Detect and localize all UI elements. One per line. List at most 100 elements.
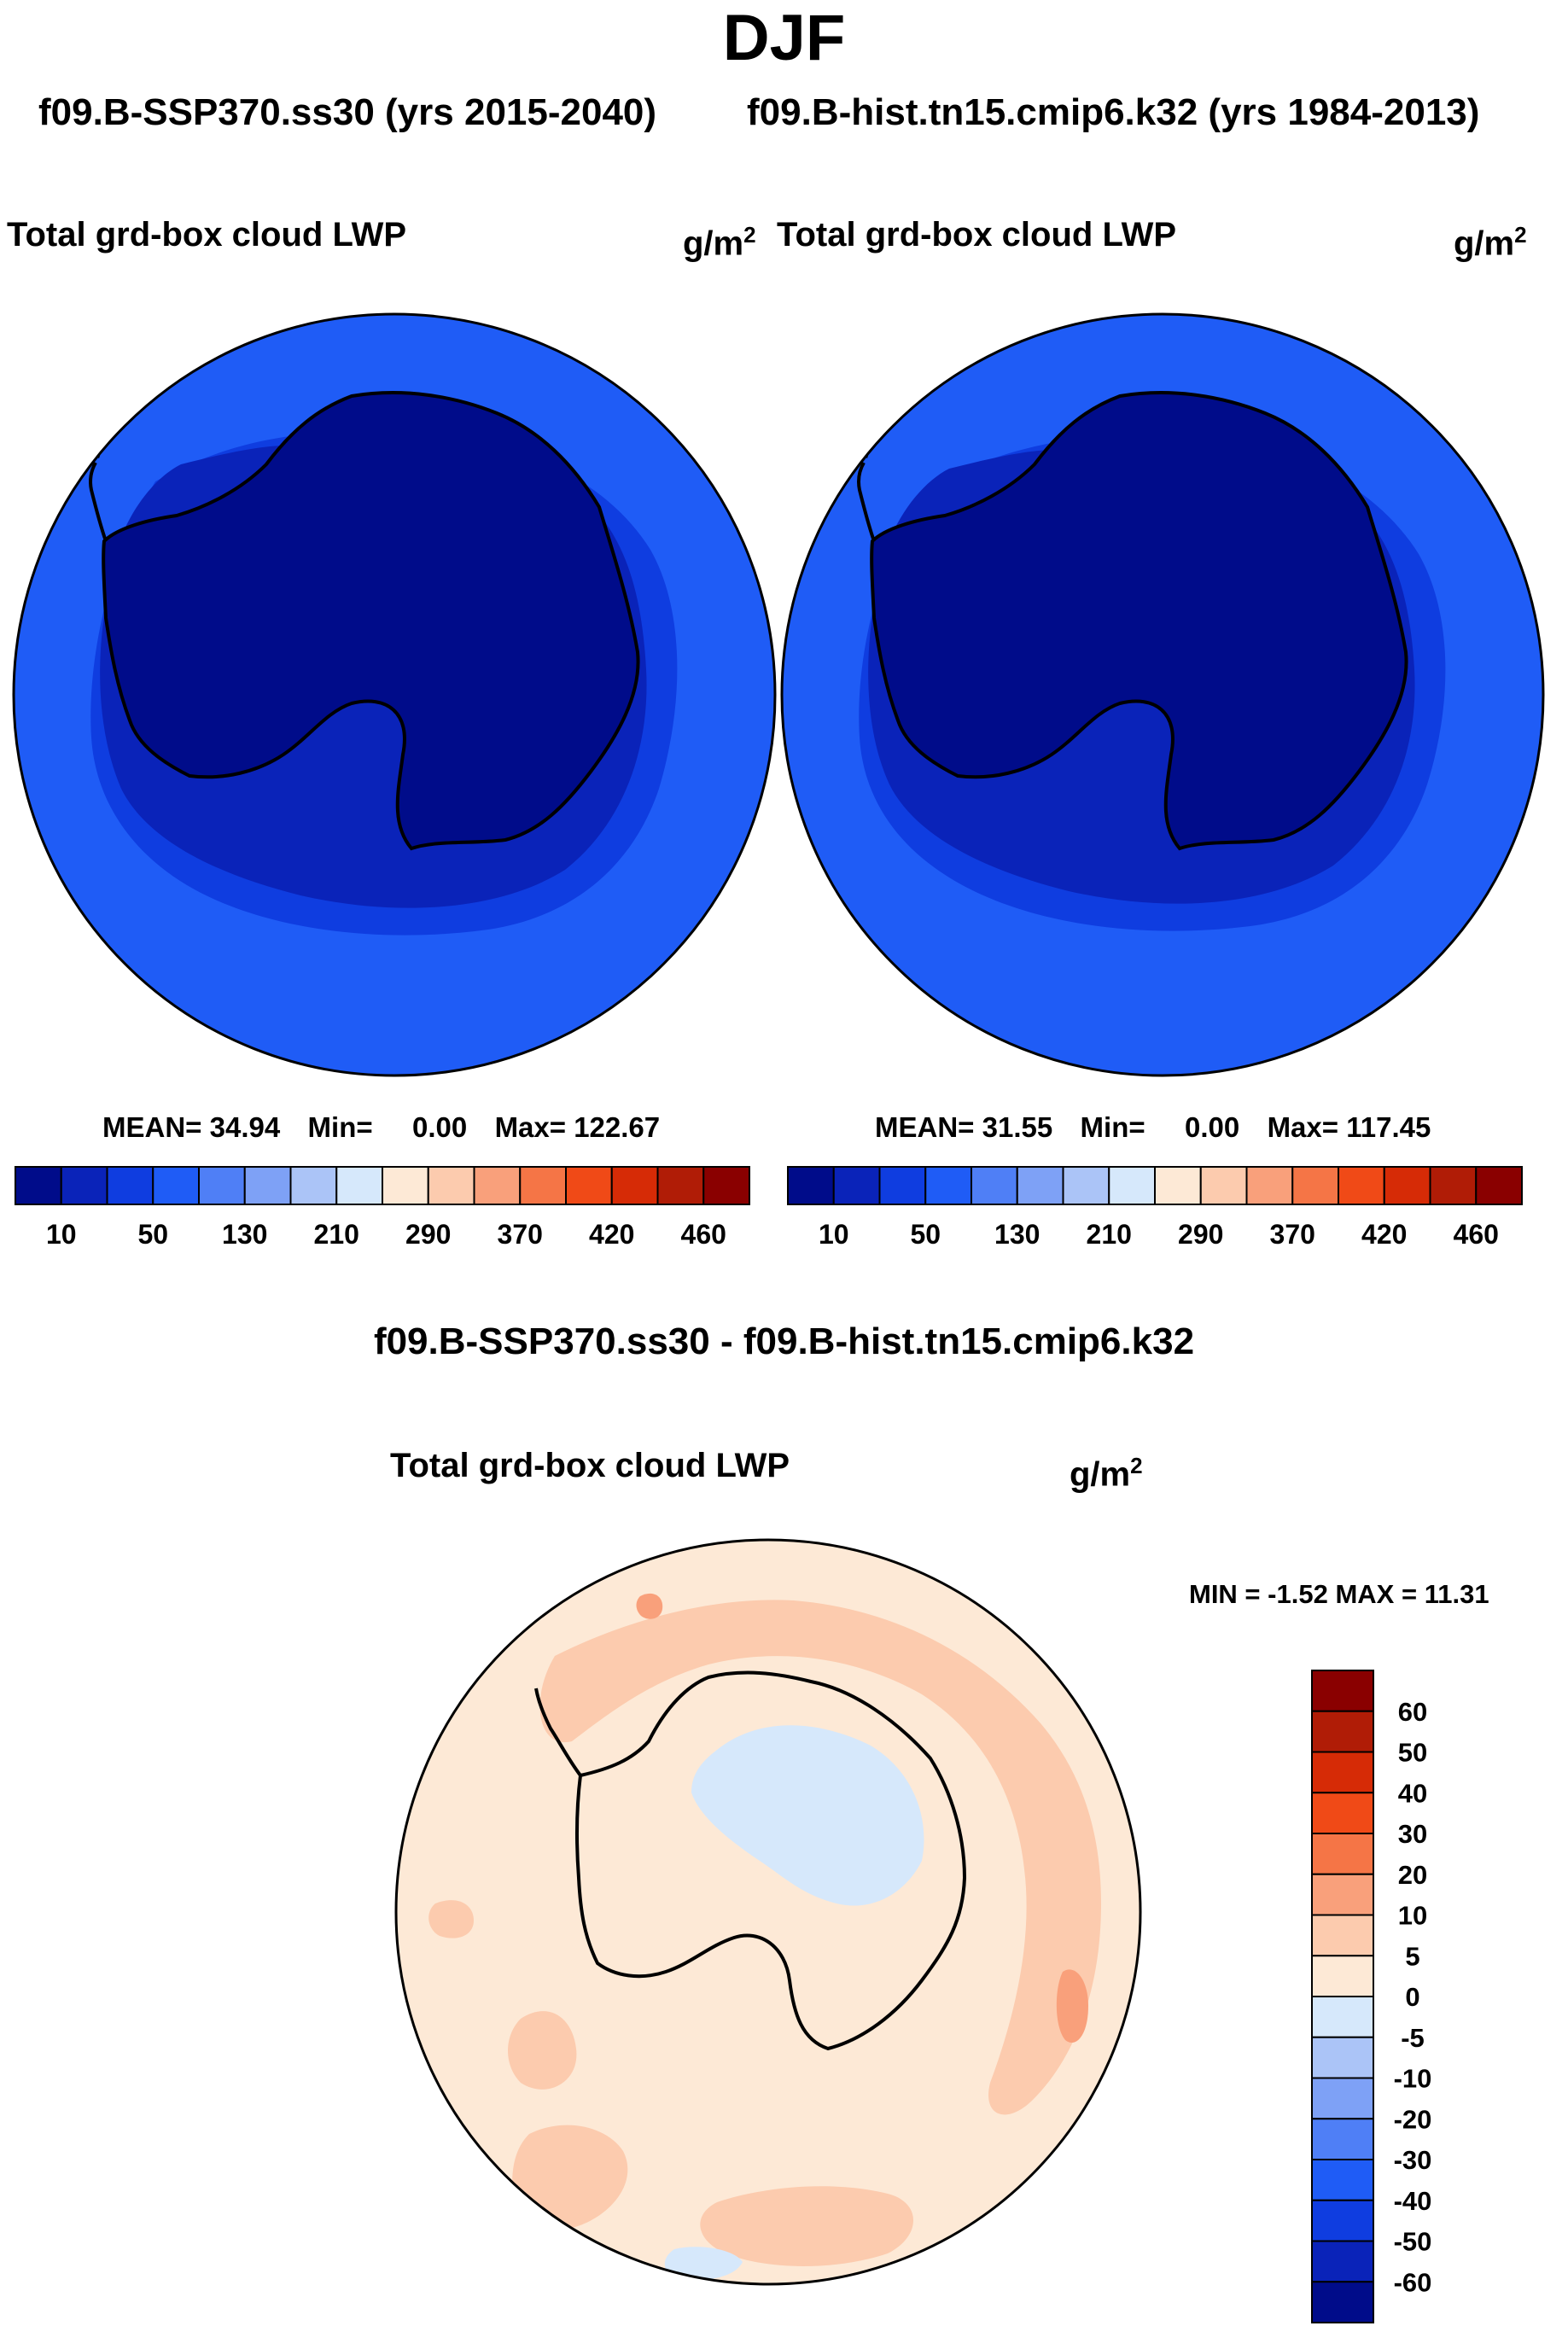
colorbar-diff-swatch <box>1311 2118 1374 2160</box>
colorbar-2-swatch <box>1338 1166 1385 1205</box>
colorbar-diff-tick-label: 40 <box>1398 1778 1427 1808</box>
colorbar-2-tick-label: 210 <box>1087 1219 1132 1250</box>
diff-min-value: -1.52 <box>1268 1579 1328 1609</box>
panel2-units-base: g/m <box>1454 224 1515 263</box>
panel1-min-value: 0.00 <box>411 1111 468 1143</box>
panel2-units-exp: 2 <box>1514 222 1527 248</box>
colorbar-1-swatch <box>382 1166 429 1205</box>
panel2-units: g/m2 <box>1454 213 1527 265</box>
colorbar-diff-tick-label: 10 <box>1398 1901 1427 1931</box>
panel1-mean-label: MEAN= <box>102 1111 202 1143</box>
colorbar-2-swatch <box>1154 1166 1202 1205</box>
colorbar-2-swatch <box>1383 1166 1431 1205</box>
panel1-mean-value: 34.94 <box>209 1111 281 1143</box>
colorbar-diff-tick-label: -20 <box>1394 2104 1432 2134</box>
colorbar-1-tick-label: 460 <box>681 1219 726 1250</box>
colorbar-2-tick-label: 460 <box>1454 1219 1499 1250</box>
colorbar-2-tick-label: 370 <box>1270 1219 1315 1250</box>
colorbar-2-tick-label: 50 <box>910 1219 941 1250</box>
colorbar-1-tick-label: 210 <box>314 1219 359 1250</box>
colorbar-diff-tick-label: 60 <box>1398 1697 1427 1727</box>
colorbar-diff-tick-label: -60 <box>1394 2267 1432 2297</box>
colorbar-diff-swatch <box>1311 2281 1374 2323</box>
colorbar-diff-tick-label: -30 <box>1394 2145 1432 2175</box>
colorbar-2-swatch <box>1245 1166 1294 1205</box>
colorbar-diff-swatch <box>1311 2077 1374 2120</box>
colorbar-diff-swatch <box>1311 1710 1374 1753</box>
subtitle-left: f09.B-SSP370.ss30 (yrs 2015-2040) <box>38 91 657 133</box>
panel1-variable: Total grd-box cloud LWP <box>7 216 407 254</box>
colorbar-diff-tick-label: 5 <box>1405 1941 1419 1971</box>
panel2-stats: MEAN= 31.55 Min= 0.00 Max= 117.45 <box>875 1110 1431 1146</box>
colorbar-2-tick-label: 130 <box>994 1219 1040 1250</box>
colorbar-diff-swatch <box>1311 1751 1374 1794</box>
colorbar-diff-tick-label: -10 <box>1394 2064 1432 2094</box>
colorbar-1-swatch <box>427 1166 475 1205</box>
map2-antarctica <box>870 391 1408 851</box>
colorbar-diff-swatch <box>1311 2199 1374 2242</box>
colorbar-2: 10 50 130 210 290 370 420 460 <box>787 1166 1523 1250</box>
diff-pos-blob-1 <box>508 2011 577 2090</box>
colorbar-1-tick-label: 50 <box>137 1219 168 1250</box>
colorbar-2-swatch <box>971 1166 1018 1205</box>
colorbar-1-swatch <box>702 1166 750 1205</box>
diff-max-label: MAX = <box>1335 1579 1418 1609</box>
colorbar-diff-tick-label: 20 <box>1398 1860 1427 1890</box>
colorbar-1-tick-label: 10 <box>46 1219 77 1250</box>
panel2-mean-value: 31.55 <box>982 1111 1053 1143</box>
panel2-min-value: 0.00 <box>1184 1111 1240 1143</box>
colorbar-diff-swatch <box>1311 1873 1374 1916</box>
colorbar-1-swatch <box>656 1166 705 1205</box>
colorbar-1-swatch <box>473 1166 522 1205</box>
colorbar-1-tick-label: 130 <box>222 1219 267 1250</box>
colorbar-1-swatch <box>335 1166 383 1205</box>
colorbar-1-tick-label: 370 <box>498 1219 543 1250</box>
colorbar-diff-swatch <box>1311 1955 1374 1997</box>
diff-pos-blob-2 <box>512 2125 628 2229</box>
colorbar-2-tick-label: 420 <box>1361 1219 1407 1250</box>
polar-map-2 <box>780 312 1545 1077</box>
colorbar-1-swatch <box>106 1166 154 1205</box>
colorbar-1-swatch <box>198 1166 246 1205</box>
colorbar-diff-tick-label: -40 <box>1394 2186 1432 2216</box>
colorbar-2-tick-label: 290 <box>1178 1219 1223 1250</box>
diff-pos2-blob <box>1056 1969 1088 2043</box>
colorbar-1-swatch <box>60 1166 108 1205</box>
colorbar-1-swatch <box>152 1166 200 1205</box>
diff-max-value: 11.31 <box>1424 1579 1489 1609</box>
colorbar-2-swatch <box>1475 1166 1523 1205</box>
season-title: DJF <box>722 2 846 74</box>
panel1-max-label: Max= <box>494 1111 567 1143</box>
map1-antarctica <box>102 391 640 851</box>
panel1-min-label: Min= <box>307 1111 373 1143</box>
panel1-units: g/m2 <box>683 213 756 265</box>
colorbar-diff-swatch <box>1311 1914 1374 1957</box>
colorbar-2-tick-label: 10 <box>819 1219 849 1250</box>
diff-pos-blob-3 <box>700 2186 913 2266</box>
diff-pos-blob-4 <box>428 1900 474 1938</box>
diff-title: f09.B-SSP370.ss30 - f09.B-hist.tn15.cmip… <box>373 1320 1195 1362</box>
colorbar-1-tick-label: 290 <box>405 1219 451 1250</box>
colorbar-diff-tick-label: 30 <box>1398 1819 1427 1849</box>
colorbar-1-swatch <box>565 1166 613 1205</box>
diff-interior-neg <box>691 1725 924 1906</box>
map2-peninsula <box>856 462 876 542</box>
colorbar-1: 10 50 130 210 290 370 420 460 <box>15 1166 750 1250</box>
colorbar-diff-swatch <box>1311 1996 1374 2038</box>
diff-pos2-blob-2 <box>636 1593 663 1619</box>
colorbar-diff-swatch <box>1311 2036 1374 2079</box>
colorbar-1-swatch <box>610 1166 659 1205</box>
diff-peninsula <box>534 1688 582 1777</box>
map1-peninsula <box>88 462 108 542</box>
colorbar-1-swatch <box>243 1166 292 1205</box>
diff-units: g/m2 <box>1070 1444 1143 1495</box>
colorbar-2-swatch <box>1429 1166 1478 1205</box>
colorbar-diff-tick-label: -5 <box>1401 2023 1425 2053</box>
colorbar-diff-tick-label: 0 <box>1405 1982 1419 2012</box>
panel1-units-base: g/m <box>683 224 744 263</box>
colorbar-diff-swatch <box>1311 1833 1374 1875</box>
colorbar-diff-swatch <box>1311 1792 1374 1834</box>
polar-map-1 <box>12 312 777 1077</box>
diff-units-exp: 2 <box>1130 1453 1143 1478</box>
